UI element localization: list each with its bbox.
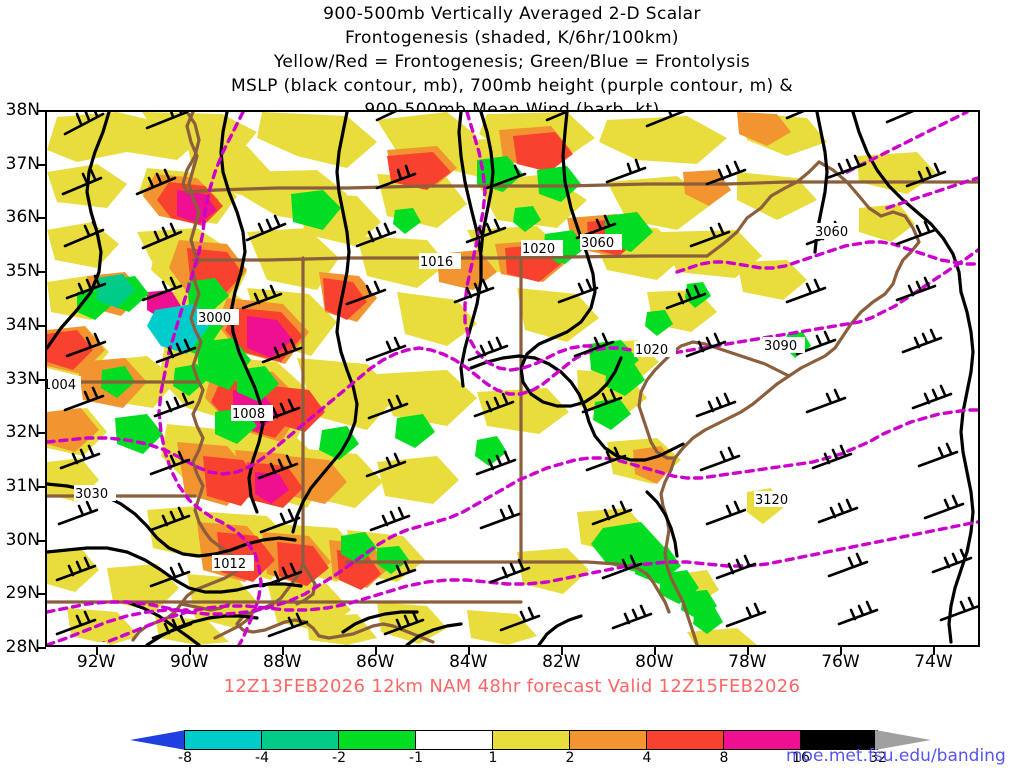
height-label-3060b: 3060: [815, 225, 848, 240]
colorbar-labels: -8 -4 -2 -1 1 2 4 8 16 32: [0, 750, 1024, 768]
map-plot-area: 1016 1020 1008 1004 1012 1020 3000: [45, 110, 980, 647]
colorbar-tick-label-32: 32: [869, 750, 887, 766]
y-axis-label-29n: 29N: [5, 583, 40, 604]
colorbar-tick-label-neg2: -2: [332, 750, 346, 766]
title-line-4: MSLP (black contour, mb), 700mb height (…: [230, 76, 794, 96]
height-label-3060a: 3060: [581, 236, 614, 251]
y-axis-label-32n: 32N: [5, 422, 40, 443]
colorbar-segment-1: [261, 730, 339, 750]
mslp-label-group: 1016 1020 1008 1004 1012 1020: [47, 240, 676, 572]
colorbar-tick-label-2: 2: [565, 750, 575, 766]
mslp-label-1004: 1004: [47, 378, 76, 393]
x-axis-tick: [468, 647, 471, 655]
y-axis-label-28n: 28N: [5, 637, 40, 657]
chart-title: 900-500mb Vertically Averaged 2-D Scalar…: [0, 2, 1024, 122]
title-line-1: 900-500mb Vertically Averaged 2-D Scalar: [323, 4, 701, 24]
y-axis-tick: [38, 324, 46, 327]
x-axis-label-90w: 90W: [169, 652, 209, 672]
y-axis-label-35n: 35N: [5, 261, 40, 282]
colorbar-segment-5: [569, 730, 647, 750]
x-axis-label-92w: 92W: [76, 652, 116, 672]
colorbar-tick-label-neg4: -4: [255, 750, 269, 766]
x-axis-tick: [375, 647, 378, 655]
colorbar-tick-label-neg1: -1: [409, 750, 423, 766]
x-axis-label-74w: 74W: [914, 652, 953, 672]
colorbar-left-arrow: [130, 730, 186, 750]
colorbar-right-arrow: [875, 730, 931, 750]
site-watermark: moe.met.fsu.edu/banding: [786, 746, 1006, 766]
height-label-3030: 3030: [75, 487, 108, 502]
height-label-3000: 3000: [198, 311, 231, 326]
wind-barbs: [55, 112, 978, 640]
y-axis-label-36n: 36N: [5, 207, 40, 228]
x-axis-label-80w: 80W: [635, 652, 674, 672]
colorbar-tick-label-neg8: -8: [178, 750, 192, 766]
colorbar-segment-2: [338, 730, 416, 750]
x-axis-label-86w: 86W: [356, 652, 395, 672]
height-contours: [47, 112, 978, 645]
y-axis-tick: [38, 163, 46, 166]
x-axis-tick: [96, 647, 99, 655]
x-axis-tick: [654, 647, 657, 655]
x-axis-label-76w: 76W: [821, 652, 860, 672]
y-axis-tick: [38, 378, 46, 381]
colorbar-tick-label-16: 16: [792, 750, 810, 766]
colorbar-tick-label-1: 1: [488, 750, 498, 766]
mslp-contours: [47, 112, 975, 645]
colorbar-segment-6: [646, 730, 724, 750]
colorbar-segment-3: [415, 730, 493, 750]
height-label-3090b: 3090: [66, 644, 99, 645]
y-axis-tick: [38, 485, 46, 488]
y-axis-tick: [38, 217, 46, 220]
x-axis-label-82w: 82W: [542, 652, 581, 672]
x-axis-label-84w: 84W: [449, 652, 488, 672]
y-axis-label-33n: 33N: [5, 368, 40, 389]
height-label-3120: 3120: [755, 493, 788, 508]
x-axis-tick: [189, 647, 192, 655]
colorbar-segment-4: [492, 730, 570, 750]
x-axis-tick: [747, 647, 750, 655]
mslp-label-1020a: 1020: [522, 242, 555, 257]
height-label-3090a: 3090: [764, 339, 797, 354]
y-axis-tick: [38, 539, 46, 542]
height-label-group: 3000 3060 3060 3090 3120 3030 3090: [65, 223, 856, 645]
x-axis-tick: [840, 647, 843, 655]
y-axis-label-30n: 30N: [5, 529, 40, 550]
x-axis-label-78w: 78W: [728, 652, 767, 672]
y-axis-label-37n: 37N: [5, 153, 40, 174]
x-axis-tick: [561, 647, 564, 655]
map-canvas: 1016 1020 1008 1004 1012 1020 3000: [47, 112, 978, 645]
mslp-label-1016: 1016: [420, 255, 453, 270]
y-axis-tick: [38, 271, 46, 274]
y-axis-label-31n: 31N: [5, 475, 40, 496]
y-axis-tick: [38, 432, 46, 435]
x-axis-tick: [282, 647, 285, 655]
y-axis-label-38n: 38N: [5, 100, 40, 120]
x-axis-label-88w: 88W: [263, 652, 302, 672]
y-axis-tick: [38, 593, 46, 596]
x-axis-tick: [933, 647, 936, 655]
colorbar: [184, 730, 878, 750]
colorbar-tick-label-8: 8: [719, 750, 729, 766]
forecast-caption: 12Z13FEB2026 12km NAM 48hr forecast Vali…: [223, 676, 801, 697]
y-axis-tick: [38, 647, 46, 649]
mslp-label-1012: 1012: [213, 557, 246, 572]
colorbar-tick-label-4: 4: [642, 750, 652, 766]
title-line-3: Yellow/Red = Frontogenesis; Green/Blue =…: [273, 52, 751, 72]
mslp-label-1008: 1008: [232, 407, 265, 422]
mslp-label-1020b: 1020: [635, 343, 668, 358]
contour-labels: 1016 1020 1008 1004 1012 1020 3000: [47, 223, 856, 645]
y-axis-label-34n: 34N: [5, 314, 40, 335]
colorbar-segment-0: [184, 730, 262, 750]
y-axis-tick: [38, 110, 46, 112]
title-line-2: Frontogenesis (shaded, K/6hr/100km): [345, 28, 679, 48]
